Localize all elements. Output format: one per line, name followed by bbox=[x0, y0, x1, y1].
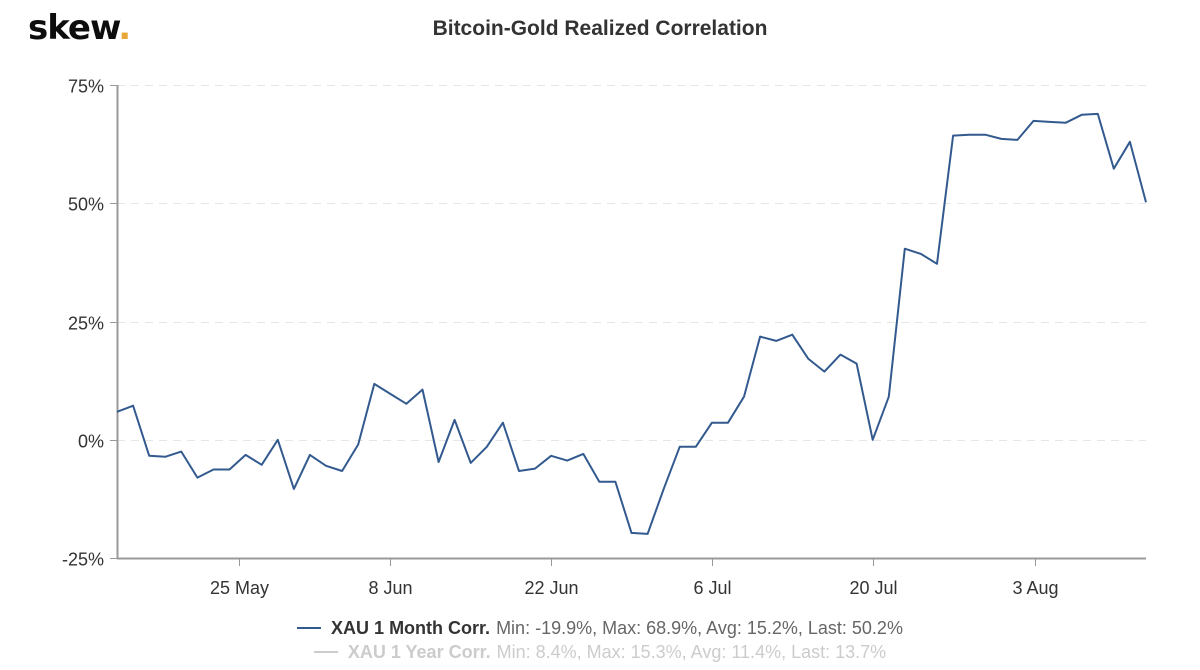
logo-text: skew bbox=[28, 8, 119, 48]
x-tick-label: 8 Jun bbox=[368, 578, 412, 598]
skew-logo: skew. bbox=[28, 8, 131, 48]
legend-swatch-1-year bbox=[313, 651, 338, 653]
x-tick-label: 25 May bbox=[210, 578, 269, 598]
series-group bbox=[116, 112, 1147, 535]
x-tick-label: 3 Aug bbox=[1012, 578, 1058, 598]
legend-item-1-month[interactable]: XAU 1 Month Corr. Min: -19.9%, Max: 68.9… bbox=[0, 616, 1200, 640]
axes bbox=[110, 85, 1146, 566]
y-tick-label: 50% bbox=[68, 195, 104, 215]
gridlines bbox=[117, 85, 1146, 441]
legend-name: XAU 1 Month Corr. bbox=[331, 617, 491, 638]
legend-stats: Min: -19.9%, Max: 68.9%, Avg: 15.2%, Las… bbox=[496, 617, 903, 638]
legend: XAU 1 Month Corr. Min: -19.9%, Max: 68.9… bbox=[0, 616, 1200, 664]
logo-dot: . bbox=[118, 8, 131, 48]
chart-title: Bitcoin-Gold Realized Correlation bbox=[432, 17, 768, 40]
legend-swatch-1-month bbox=[297, 627, 322, 629]
y-tick-label: 0% bbox=[78, 432, 104, 452]
x-axis-labels: 25 May 8 Jun 22 Jun 6 Jul 20 Jul 3 Aug bbox=[210, 578, 1059, 598]
series-line-xau-1-month bbox=[116, 112, 1147, 535]
x-tick-label: 20 Jul bbox=[849, 578, 897, 598]
y-tick-label: 75% bbox=[68, 77, 104, 97]
legend-stats: Min: 8.4%, Max: 15.3%, Avg: 11.4%, Last:… bbox=[496, 641, 887, 662]
x-tick-label: 22 Jun bbox=[524, 578, 578, 598]
y-axis-labels: -25% 0% 25% 50% 75% bbox=[62, 77, 104, 570]
y-tick-label: 25% bbox=[68, 314, 104, 334]
legend-item-1-year[interactable]: XAU 1 Year Corr. Min: 8.4%, Max: 15.3%, … bbox=[0, 640, 1200, 664]
line-chart: -25% 0% 25% 50% 75% 25 May 8 Jun 22 Jun 6 Jul 20… bbox=[62, 77, 1147, 598]
legend-name: XAU 1 Year Corr. bbox=[347, 641, 491, 662]
x-tick-label: 6 Jul bbox=[693, 578, 731, 598]
y-tick-label: -25% bbox=[62, 550, 104, 570]
